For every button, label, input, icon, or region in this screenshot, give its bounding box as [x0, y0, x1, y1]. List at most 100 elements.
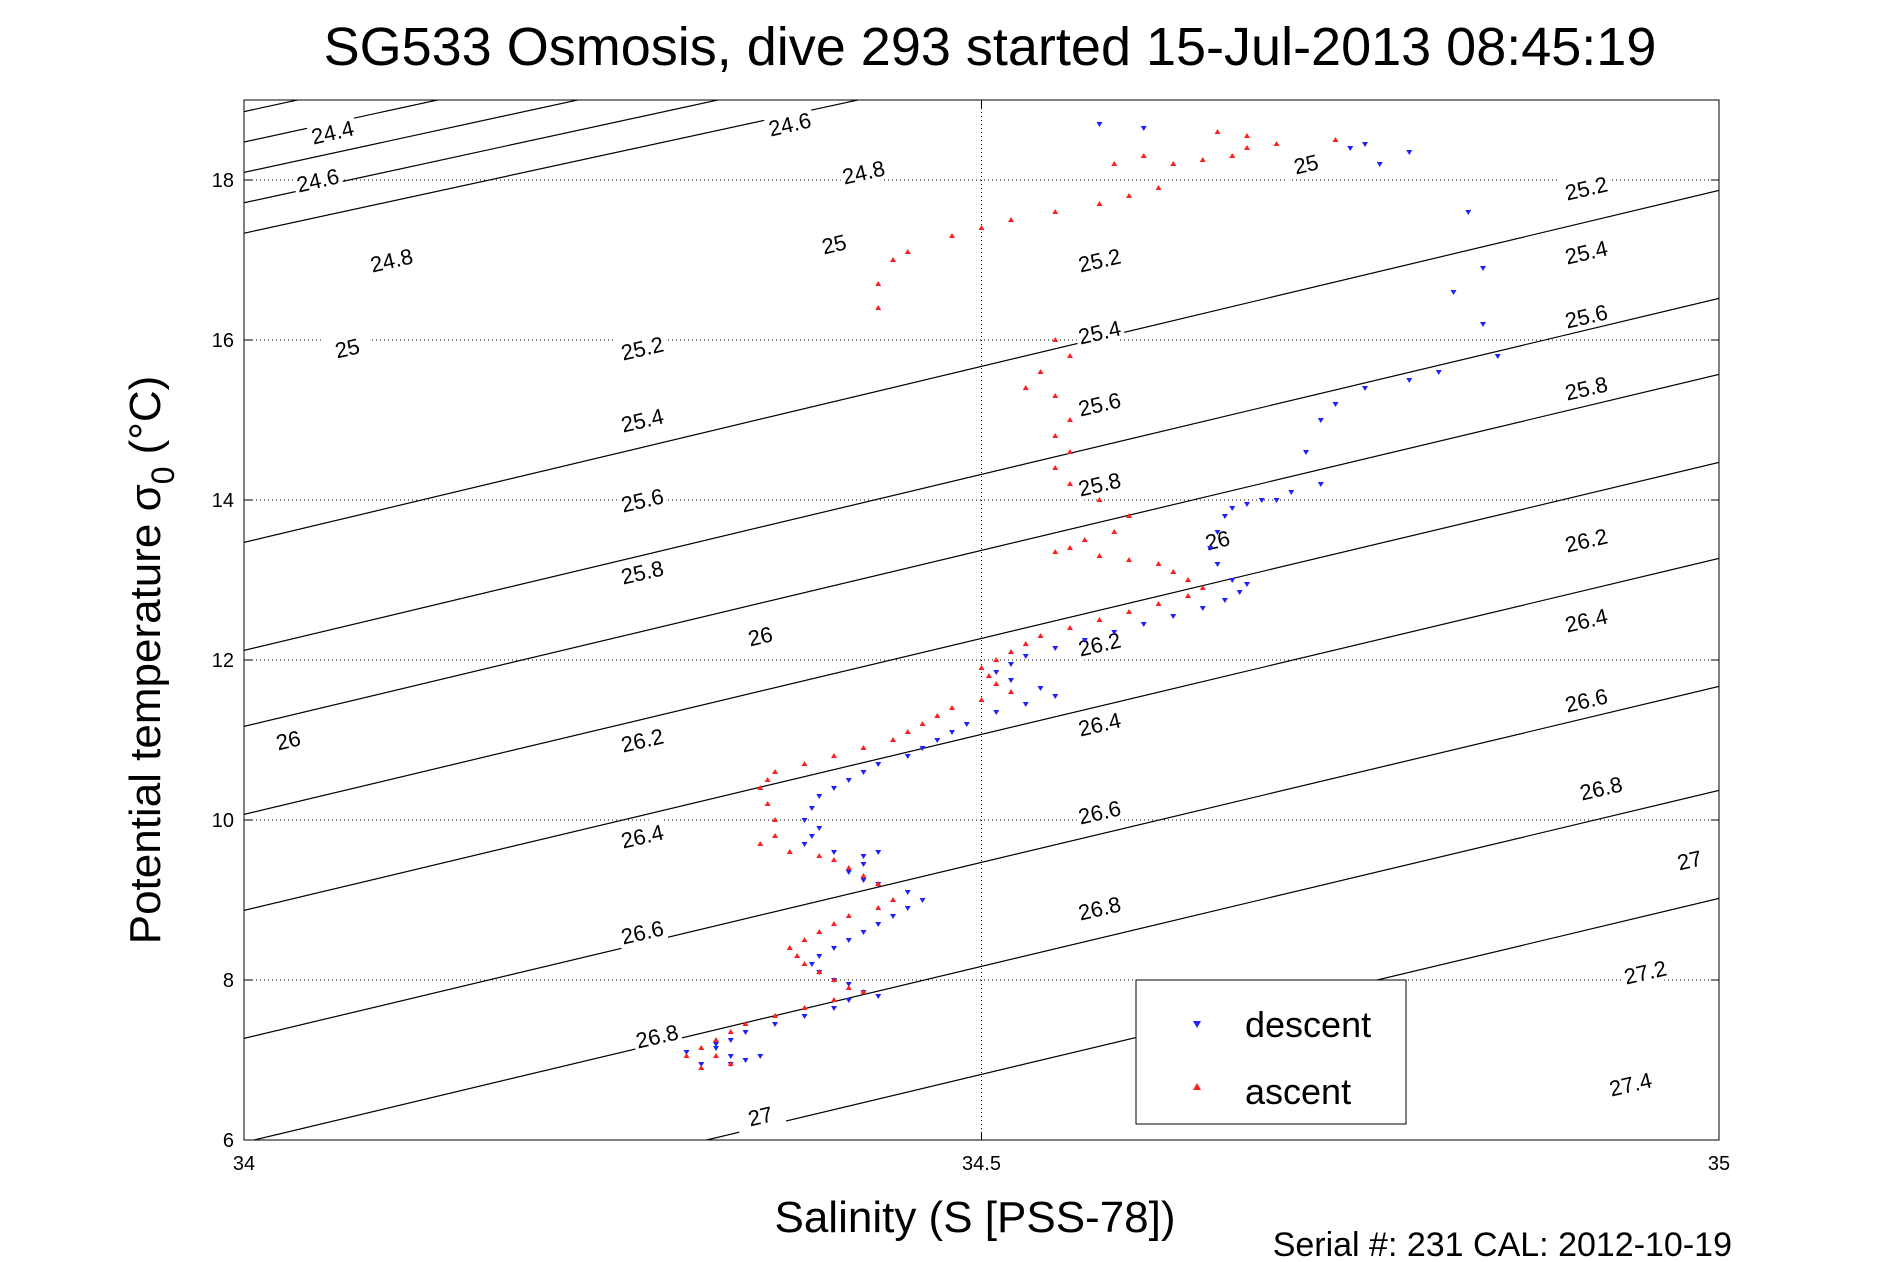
- ascent-point: [683, 1053, 690, 1058]
- descent-point: [1008, 662, 1014, 667]
- ascent-point: [1111, 529, 1118, 534]
- ascent-point: [831, 753, 837, 758]
- ascent-point: [845, 865, 852, 870]
- legend-ascent-marker: [1193, 1083, 1201, 1090]
- ascent-point: [1067, 625, 1073, 630]
- ascent-point: [1155, 561, 1162, 566]
- contour-label-bg: [733, 616, 787, 654]
- ascent-point: [757, 785, 764, 790]
- ascent-point: [1126, 609, 1132, 614]
- ascent-point: [816, 969, 823, 974]
- descent-point: [1450, 290, 1457, 295]
- descent-point: [831, 786, 837, 791]
- ascent-point: [904, 729, 911, 734]
- contour-label-bg: [1662, 840, 1716, 878]
- contour-label-bg: [305, 112, 359, 150]
- ascent-point: [1185, 593, 1191, 598]
- ascent-point: [860, 745, 867, 750]
- descent-point: [801, 842, 808, 847]
- isopycnal-26: [244, 189, 1719, 544]
- contour-label-bg: [1072, 792, 1126, 830]
- data-points: [683, 122, 1501, 1070]
- descent-point: [904, 754, 911, 759]
- descent-point: [1022, 654, 1029, 659]
- contour-label-bg: [1072, 888, 1126, 926]
- x-tick-label: 34: [233, 1153, 255, 1175]
- descent-point: [1229, 506, 1236, 511]
- ascent-point: [1096, 617, 1103, 622]
- descent-point: [1214, 530, 1221, 535]
- ascent-point: [845, 913, 852, 918]
- ascent-point: [860, 873, 867, 878]
- descent-point: [831, 850, 837, 855]
- descent-point: [1207, 546, 1214, 551]
- ascent-point: [919, 721, 926, 726]
- ascent-point: [1126, 193, 1132, 198]
- ascent-point: [890, 737, 896, 742]
- contour-label-bg: [1190, 520, 1244, 558]
- descent-point: [1362, 386, 1368, 391]
- contour-label: 25: [333, 334, 362, 364]
- ascent-point: [713, 1053, 719, 1058]
- legend: descent ascent: [1135, 979, 1407, 1125]
- y-axis-label-unit: (°C): [121, 376, 170, 455]
- ascent-point: [978, 697, 985, 702]
- ascent-point: [1140, 153, 1147, 158]
- ascent-point: [772, 1013, 778, 1018]
- descent-point: [1480, 322, 1486, 327]
- descent-point: [1244, 502, 1250, 507]
- descent-point: [816, 826, 823, 831]
- contour-label-bg: [1072, 240, 1126, 278]
- contour-label: 27: [746, 1102, 775, 1132]
- y-tick-label: 6: [223, 1130, 234, 1152]
- ascent-point: [764, 777, 771, 782]
- ascent-point: [934, 713, 941, 718]
- ascent-point: [1067, 353, 1073, 358]
- ascent-point: [1185, 577, 1191, 582]
- descent-point: [860, 930, 867, 935]
- ascent-point: [794, 953, 801, 958]
- contour-label-bg: [1559, 368, 1613, 406]
- ascent-point: [786, 945, 793, 950]
- contour-label-bg: [1559, 168, 1613, 206]
- contour-label-bg: [1279, 144, 1333, 182]
- ascent-point: [993, 657, 1000, 662]
- ascent-point: [1155, 601, 1162, 606]
- descent-point: [1052, 694, 1059, 699]
- descent-point: [875, 762, 882, 767]
- legend-ascent-label: ascent: [1245, 1071, 1351, 1112]
- contour-label-bg: [1559, 232, 1613, 270]
- contour-label-bg: [615, 480, 669, 518]
- descent-point: [875, 994, 882, 999]
- descent-point: [860, 862, 867, 867]
- descent-point: [742, 1030, 749, 1035]
- descent-point: [1244, 582, 1250, 587]
- isopycnal-25.6: [244, 100, 721, 204]
- ascent-point: [1199, 157, 1206, 162]
- isopycnal-contours: [244, 100, 1719, 1140]
- descent-point: [1052, 646, 1059, 651]
- descent-point: [1096, 122, 1103, 127]
- descent-point: [949, 730, 955, 735]
- isopycnal-25.8: [244, 100, 861, 234]
- descent-point: [1362, 142, 1368, 147]
- ascent-point: [1155, 185, 1162, 190]
- x-axis-label: Salinity (S [PSS-78]): [774, 1193, 1175, 1242]
- descent-point: [860, 854, 867, 859]
- descent-point: [1221, 598, 1228, 603]
- descent-point: [831, 946, 837, 951]
- ascent-point: [890, 897, 896, 902]
- ascent-point: [1052, 337, 1059, 342]
- ascent-point: [1052, 465, 1059, 470]
- descent-point: [934, 738, 941, 743]
- ascent-point: [1052, 433, 1059, 438]
- descent-point: [875, 850, 882, 855]
- ascent-point: [801, 961, 808, 966]
- y-axis-label-main: Potential temperature σ: [121, 484, 170, 944]
- ascent-point: [772, 769, 778, 774]
- ascent-point: [1096, 497, 1103, 502]
- descent-point: [816, 794, 823, 799]
- ascent-point: [816, 853, 823, 858]
- descent-point: [1332, 402, 1339, 407]
